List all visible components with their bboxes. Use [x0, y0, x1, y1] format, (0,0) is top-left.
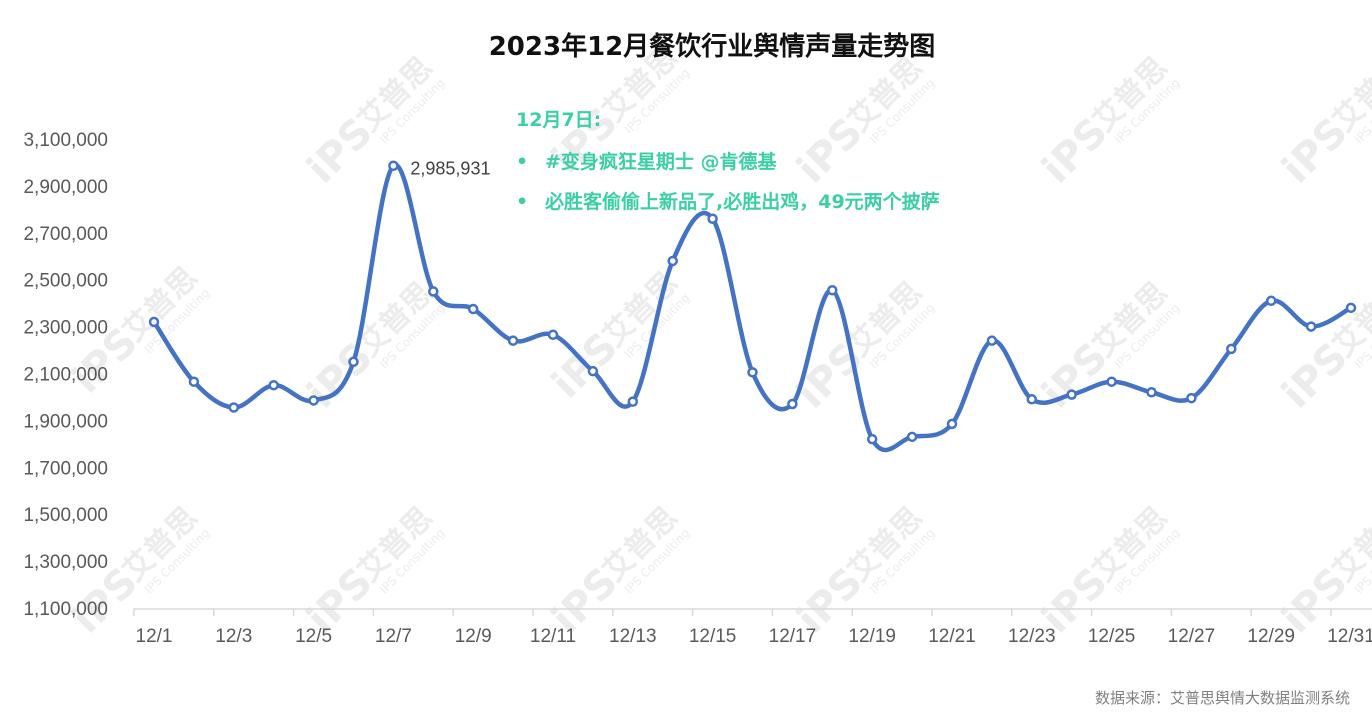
x-tick-label: 12/7 [375, 626, 412, 647]
data-point [507, 335, 519, 346]
y-tick-label: 2,700,000 [23, 224, 108, 245]
data-point [986, 335, 998, 346]
data-point [228, 402, 240, 413]
y-tick-label: 3,100,000 [23, 130, 108, 151]
y-tick-label: 2,300,000 [23, 318, 108, 339]
chart-title: 2023年12月餐饮行业舆情声量走势图 [489, 31, 936, 62]
x-tick-label: 12/27 [1168, 626, 1216, 647]
data-point [547, 329, 559, 341]
x-tick-label: 12/3 [215, 626, 252, 647]
x-tick-label: 12/9 [455, 626, 492, 647]
data-points [148, 160, 1357, 445]
data-point [747, 367, 758, 378]
x-tick-label: 12/11 [530, 626, 576, 647]
y-tick-label: 1,900,000 [23, 411, 108, 432]
annotation-heading: 12月7日: [516, 109, 601, 131]
data-point [667, 255, 678, 267]
x-tick-label: 12/29 [1247, 626, 1295, 647]
annotation-bullet-2: • [516, 191, 528, 213]
source-note: 数据来源：艾普思舆情大数据监测系统 [1095, 689, 1350, 707]
series-line [151, 162, 1354, 453]
y-tick-label: 1,100,000 [23, 599, 108, 620]
y-axis: 1,100,000 1,300,000 1,500,000 1,700,000 1,90… [23, 130, 108, 620]
data-point [467, 303, 479, 315]
data-point [707, 213, 718, 224]
data-point [388, 160, 399, 171]
data-point [308, 395, 319, 406]
data-point [946, 418, 958, 430]
y-tick-label: 2,500,000 [23, 271, 108, 292]
annotation-item-1: #变身疯狂星期士 @肯德基 [545, 150, 778, 173]
x-tick-label: 12/15 [689, 626, 737, 647]
data-point [1186, 392, 1197, 404]
x-axis: 12/1 12/3 12/5 12/7 12/9 12/11 12/13 12/15 12/17… [133, 609, 1372, 647]
y-tick-label: 1,700,000 [23, 458, 108, 479]
y-tick-label: 1,500,000 [23, 505, 108, 526]
data-point [1345, 302, 1357, 314]
x-tick-label: 12/19 [848, 626, 896, 647]
data-point [188, 376, 200, 387]
data-point [1305, 321, 1317, 332]
data-point [348, 356, 359, 368]
data-point [1026, 394, 1038, 405]
data-point [1106, 376, 1117, 387]
data-point [1226, 343, 1237, 355]
x-tick-label: 12/21 [928, 626, 976, 647]
data-point [1146, 387, 1157, 398]
y-tick-label: 1,300,000 [23, 552, 108, 573]
data-point [827, 285, 838, 296]
data-point [587, 365, 599, 377]
x-tick-label: 12/31 [1327, 626, 1372, 647]
x-tick-label: 12/25 [1088, 626, 1136, 647]
data-label: 2,985,931 [410, 159, 490, 179]
x-tick-label: 12/1 [136, 626, 173, 647]
data-point [1265, 295, 1277, 307]
data-point [428, 286, 439, 297]
annotation-bullet-1: • [516, 151, 528, 173]
annotation-item-2: 必胜客偷偷上新品了,必胜出鸡，49元两个披萨 [544, 190, 940, 213]
x-tick-label: 12/13 [609, 626, 657, 647]
data-point [148, 316, 160, 328]
y-tick-label: 2,100,000 [23, 365, 108, 386]
annotation-box: 12月7日: • #变身疯狂星期士 @肯德基 • 必胜客偷偷上新品了,必胜出鸡，… [516, 109, 940, 213]
data-point [268, 379, 279, 391]
data-point [787, 398, 798, 410]
x-tick-label: 12/5 [295, 626, 332, 647]
x-tick-label: 12/23 [1008, 626, 1056, 647]
x-tick-label: 12/17 [769, 626, 817, 647]
data-point [906, 431, 918, 443]
data-labels: 2,985,931 [410, 159, 490, 179]
data-point [866, 433, 878, 445]
data-point [627, 396, 639, 407]
y-tick-label: 2,900,000 [23, 177, 108, 198]
data-point [1066, 389, 1077, 400]
